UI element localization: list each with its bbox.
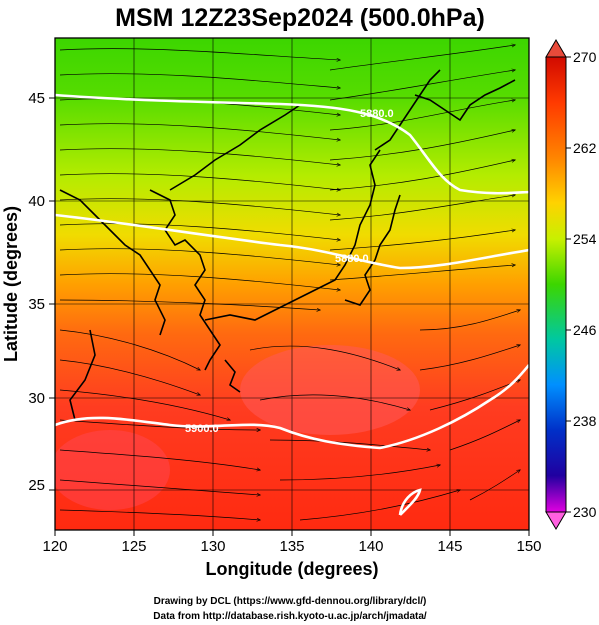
triangle-down-icon	[545, 511, 567, 530]
coastlines	[59, 69, 516, 421]
x-axis-label: Longitude (degrees)	[205, 559, 378, 579]
colorbar-tick: 246	[573, 322, 597, 338]
contour-label-1: 5880.0	[360, 108, 394, 120]
credit-line-1: Drawing by DCL (https://www.gfd-dennou.o…	[154, 596, 427, 607]
y-tick-label: 45	[28, 90, 45, 107]
x-tick-label: 145	[437, 538, 462, 555]
x-tick-label: 135	[279, 538, 304, 555]
triangle-up-icon	[545, 39, 567, 58]
map-title: MSM 12Z23Sep2024 (500.0hPa)	[115, 4, 485, 32]
colorbar-tick: 270	[573, 49, 597, 65]
colorbar-tick: 254	[573, 231, 597, 247]
height-contours	[55, 93, 529, 516]
colorbar-tick: 262	[573, 140, 597, 156]
colorbar-gradient	[545, 56, 567, 513]
y-tick-label: 40	[28, 193, 45, 210]
y-tick-label: 25	[28, 477, 45, 494]
grid-lines	[55, 38, 529, 530]
warm-core	[240, 345, 420, 435]
plot-area: 5880.0 5880.0 5900.0	[55, 38, 529, 530]
x-tick-label: 150	[516, 538, 541, 555]
x-tick-label: 140	[358, 538, 383, 555]
warm-patch-sw	[55, 430, 170, 510]
x-tick-label: 120	[42, 538, 67, 555]
contour-label-2: 5880.0	[335, 253, 369, 265]
colorbar-tick: 238	[573, 413, 597, 429]
y-tick-marks	[49, 97, 55, 491]
colorbar: 270 262 254 246 238 230	[545, 39, 597, 530]
y-tick-label: 30	[28, 390, 45, 407]
x-tick-marks	[54, 530, 530, 536]
y-axis-label: Latitude (degrees)	[1, 206, 21, 362]
y-tick-label: 35	[28, 296, 45, 313]
credit-line-2: Data from http://database.rish.kyoto-u.a…	[153, 611, 427, 622]
colorbar-tick: 230	[573, 504, 597, 520]
contour-label-3: 5900.0	[185, 423, 219, 435]
x-tick-label: 125	[121, 538, 146, 555]
x-tick-label: 130	[200, 538, 225, 555]
